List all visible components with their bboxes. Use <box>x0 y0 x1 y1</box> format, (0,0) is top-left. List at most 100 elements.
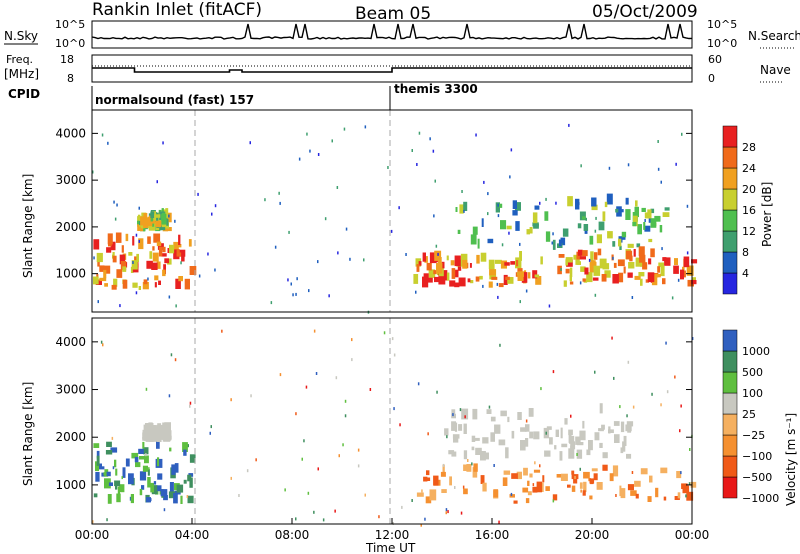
data-cell <box>452 434 460 439</box>
data-cell <box>533 469 541 473</box>
data-cell <box>556 474 562 478</box>
data-cell <box>457 229 461 234</box>
data-cell <box>582 278 586 282</box>
data-cell <box>433 270 437 275</box>
data-cell <box>519 251 522 261</box>
data-cell <box>544 450 551 457</box>
data-cell <box>416 163 418 166</box>
data-cell <box>146 260 153 269</box>
velocity-colorbar: 1000 500 100 25 −25 −100 −500 −1000 <box>722 329 779 505</box>
data-cell <box>463 450 468 460</box>
y-tick-label: 4000 <box>55 126 86 140</box>
nsky-label: N.Sky <box>4 29 38 43</box>
data-cell <box>183 449 187 456</box>
data-cell <box>148 467 150 471</box>
data-cell <box>532 212 538 224</box>
data-cell <box>411 149 413 152</box>
data-cell <box>156 241 162 247</box>
data-cell <box>580 266 586 272</box>
data-cell <box>145 453 147 457</box>
data-cell <box>469 263 472 268</box>
data-cell <box>335 376 338 380</box>
data-cell <box>147 469 150 476</box>
data-cell <box>473 463 478 472</box>
data-cell <box>461 408 469 420</box>
data-cell <box>500 410 507 417</box>
data-cell <box>660 266 665 277</box>
data-cell <box>536 481 542 493</box>
data-cell <box>644 219 646 222</box>
data-cell <box>138 206 140 210</box>
x-tick-label: 16:00 <box>475 528 510 542</box>
colorbar-segment <box>722 188 738 211</box>
data-cell <box>189 454 196 463</box>
data-cell <box>162 141 164 145</box>
data-cell <box>594 229 597 233</box>
data-cell <box>142 441 145 449</box>
data-cell <box>357 464 360 468</box>
data-cell <box>454 255 461 267</box>
data-cell <box>598 221 605 231</box>
data-cell <box>391 337 394 341</box>
data-cell <box>433 475 439 486</box>
data-cell <box>680 404 682 408</box>
data-cell <box>490 416 496 422</box>
data-cell <box>619 405 621 409</box>
data-cell <box>211 212 213 216</box>
data-cell <box>436 262 443 274</box>
data-cell <box>284 488 286 492</box>
data-cell <box>511 473 518 479</box>
nave-tick-low: 0 <box>708 72 715 85</box>
data-cell <box>125 233 129 242</box>
data-cell <box>628 262 635 269</box>
data-cell <box>447 510 449 514</box>
data-cell <box>650 248 655 258</box>
data-cell <box>609 473 614 482</box>
data-cell <box>305 385 308 389</box>
data-cell <box>363 258 365 262</box>
data-cell <box>571 470 575 475</box>
data-cell <box>635 493 639 499</box>
data-cell <box>490 432 495 442</box>
data-cell <box>634 480 641 487</box>
data-cell <box>633 249 636 257</box>
colorbar-segment <box>722 371 738 394</box>
data-cell <box>606 193 613 205</box>
data-cell <box>98 466 105 470</box>
data-cell <box>143 217 149 228</box>
data-cell <box>682 485 690 494</box>
data-cell <box>648 258 652 265</box>
data-cell <box>522 487 529 493</box>
data-cell <box>571 485 576 492</box>
data-cell <box>152 221 155 227</box>
data-cell <box>130 266 134 273</box>
data-cell <box>164 422 171 433</box>
data-cell <box>683 270 686 278</box>
data-cell <box>162 228 168 232</box>
data-cell <box>152 252 159 262</box>
data-cell <box>440 471 446 477</box>
colorbar-segment <box>722 434 738 457</box>
data-cell <box>507 277 514 284</box>
data-cell <box>157 485 162 492</box>
data-cell <box>529 431 534 439</box>
data-cell <box>633 215 638 227</box>
data-cell <box>105 450 113 455</box>
data-cell <box>343 127 346 131</box>
colorbar-segment <box>722 392 738 415</box>
data-cell <box>103 265 111 274</box>
freq-label-2: [MHz] <box>4 67 39 81</box>
data-cell <box>165 208 169 218</box>
colorbar-segment <box>722 272 738 295</box>
data-cell <box>120 261 127 271</box>
data-cell <box>155 220 162 228</box>
data-cell <box>534 274 540 278</box>
data-cell <box>183 479 187 484</box>
data-cell <box>351 358 353 362</box>
data-cell <box>601 424 605 430</box>
data-cell <box>92 520 94 524</box>
data-cell <box>163 495 168 501</box>
data-cell <box>154 275 159 281</box>
data-cell <box>655 487 659 498</box>
data-cell <box>176 484 184 493</box>
